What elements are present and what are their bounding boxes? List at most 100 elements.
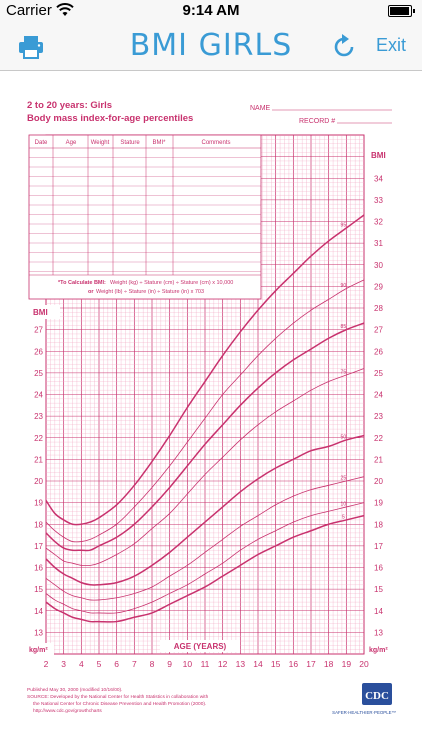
table-header-comments: Comments xyxy=(201,140,230,146)
unit-label-right: kg/m² xyxy=(369,647,388,654)
y-tick-label-right: 26 xyxy=(374,347,383,356)
formula-line-2: Weight (lb) ÷ Stature (in) ÷ Stature (in… xyxy=(96,289,204,295)
y-tick-label-right: 22 xyxy=(374,434,383,443)
y-tick-label-left: 17 xyxy=(34,542,43,551)
percentile-label-50: 50 xyxy=(341,434,347,440)
percentile-curves: 95 90 85 75 50 25 10 5 xyxy=(45,214,365,623)
status-time: 9:14 AM xyxy=(182,2,240,19)
chart-title: 2 to 20 years: Girls xyxy=(27,100,112,111)
y-tick-label-right: 32 xyxy=(374,218,383,227)
table-header-weight: Weight xyxy=(91,140,110,146)
x-tick-label: 3 xyxy=(61,659,66,669)
y-tick-label-left: 22 xyxy=(34,434,43,443)
page-title: BMI GIRLS xyxy=(129,28,293,63)
y-tick-label-right: 19 xyxy=(374,499,383,508)
x-tick-label: 20 xyxy=(359,659,369,669)
x-tick-label: 13 xyxy=(236,659,246,669)
percentile-curve-85 xyxy=(45,322,365,552)
x-tick-label: 17 xyxy=(306,659,316,669)
cdc-logo-text: CDC xyxy=(365,690,389,702)
percentile-label-95: 95 xyxy=(341,222,347,228)
footer-line-2: SOURCE: Developed by the National Center… xyxy=(27,694,209,700)
record-label: RECORD # xyxy=(299,118,335,125)
y-tick-label-left: 14 xyxy=(34,607,43,616)
footer-line-3: the National Center for Chronic Disease … xyxy=(33,701,206,707)
wifi-icon xyxy=(56,3,74,16)
percentile-curve-5 xyxy=(45,514,365,623)
y-axis-label-left: BMI xyxy=(33,308,48,317)
table-header-bmi: BMI* xyxy=(152,140,166,146)
y-tick-label-left: 24 xyxy=(34,391,43,400)
percentile-label-25: 25 xyxy=(341,476,347,482)
y-tick-label-left: 16 xyxy=(34,564,43,573)
y-tick-label-right: 27 xyxy=(374,326,383,335)
percentile-label-10: 10 xyxy=(341,501,347,507)
x-tick-label: 4 xyxy=(79,659,84,669)
y-tick-label-right: 16 xyxy=(374,564,383,573)
x-tick-label: 2 xyxy=(44,659,49,669)
bmi-chart: 2 to 20 years: Girls Body mass index-for… xyxy=(26,100,396,715)
y-tick-label-right: 23 xyxy=(374,412,383,421)
x-tick-label: 10 xyxy=(183,659,193,669)
status-bar: Carrier 9:14 AM xyxy=(0,0,422,22)
exit-button[interactable]: Exit xyxy=(376,35,407,55)
y-tick-label-right: 14 xyxy=(374,607,383,616)
y-tick-label-left: 13 xyxy=(34,628,43,637)
y-tick-label-left: 26 xyxy=(34,347,43,356)
x-axis-labels: 2 3 4 5 6 7 8 9 10 11 12 13 14 15 16 17 18 19 20 xyxy=(44,659,369,669)
chart-footer: Published May 30, 2000 (modified 10/16/0… xyxy=(27,683,396,715)
y-tick-label-left: 27 xyxy=(34,326,43,335)
y-tick-label-right: 28 xyxy=(374,304,383,313)
y-tick-label-right: 34 xyxy=(374,174,383,183)
x-tick-label: 19 xyxy=(342,659,352,669)
x-tick-label: 18 xyxy=(324,659,334,669)
x-tick-label: 12 xyxy=(218,659,228,669)
x-tick-label: 14 xyxy=(253,659,263,669)
percentile-curve-90 xyxy=(45,279,365,543)
x-tick-label: 15 xyxy=(271,659,281,669)
refresh-icon[interactable] xyxy=(330,32,358,60)
percentile-label-5: 5 xyxy=(342,514,345,520)
cdc-logo xyxy=(362,683,392,705)
formula-line-1: Weight (kg) ÷ Stature (cm) ÷ Stature (cm… xyxy=(110,280,233,286)
y-tick-label-left: 20 xyxy=(34,477,43,486)
footer-line-4: http://www.cdc.gov/growthcharts xyxy=(33,708,102,714)
y-axis-labels: 13 13 14 14 15 15 16 16 17 17 18 18 19 19 20 20 21 21 22 22… xyxy=(34,153,383,638)
record-table: Date Age Weight Stature BMI* Comments *T… xyxy=(28,134,262,300)
y-tick-label-right: 31 xyxy=(374,239,383,248)
y-tick-label-right: 15 xyxy=(374,585,383,594)
name-label: NAME xyxy=(250,105,271,112)
y-tick-label-right: 20 xyxy=(374,477,383,486)
y-tick-label-left: 15 xyxy=(34,585,43,594)
x-tick-label: 6 xyxy=(114,659,119,669)
y-tick-label-right: 24 xyxy=(374,391,383,400)
y-axis-label-right: BMI xyxy=(371,151,386,160)
printer-icon[interactable] xyxy=(18,34,44,60)
carrier-label: Carrier xyxy=(6,2,52,19)
footer-line-1: Published May 30, 2000 (modified 10/16/0… xyxy=(27,687,122,693)
formula-title: *To Calculate BMI: xyxy=(58,280,106,286)
percentile-label-90: 90 xyxy=(341,283,347,289)
y-tick-label-left: 23 xyxy=(34,412,43,421)
table-header-date: Date xyxy=(35,140,48,146)
y-tick-label-left: 25 xyxy=(34,369,43,378)
chart-subtitle: Body mass index-for-age percentiles xyxy=(27,113,193,124)
formula-or: or xyxy=(88,289,94,295)
percentile-curve-95 xyxy=(45,214,365,526)
unit-label-left: kg/m² xyxy=(29,647,48,654)
battery-icon xyxy=(388,5,415,17)
percentile-curve-25 xyxy=(45,476,365,601)
y-tick-label-right: 17 xyxy=(374,542,383,551)
nav-bar: BMI GIRLS Exit xyxy=(0,22,422,71)
y-tick-label-left: 21 xyxy=(34,455,43,464)
y-tick-label-left: 19 xyxy=(34,499,43,508)
table-header-stature: Stature xyxy=(120,140,140,146)
percentile-label-75: 75 xyxy=(341,370,347,376)
x-axis-label: AGE (YEARS) xyxy=(174,642,227,651)
percentile-label-85: 85 xyxy=(341,324,347,330)
y-tick-label-right: 25 xyxy=(374,369,383,378)
y-tick-label-right: 33 xyxy=(374,196,383,205)
x-tick-label: 8 xyxy=(150,659,155,669)
y-tick-label-right: 30 xyxy=(374,261,383,270)
y-tick-label-right: 29 xyxy=(374,282,383,291)
